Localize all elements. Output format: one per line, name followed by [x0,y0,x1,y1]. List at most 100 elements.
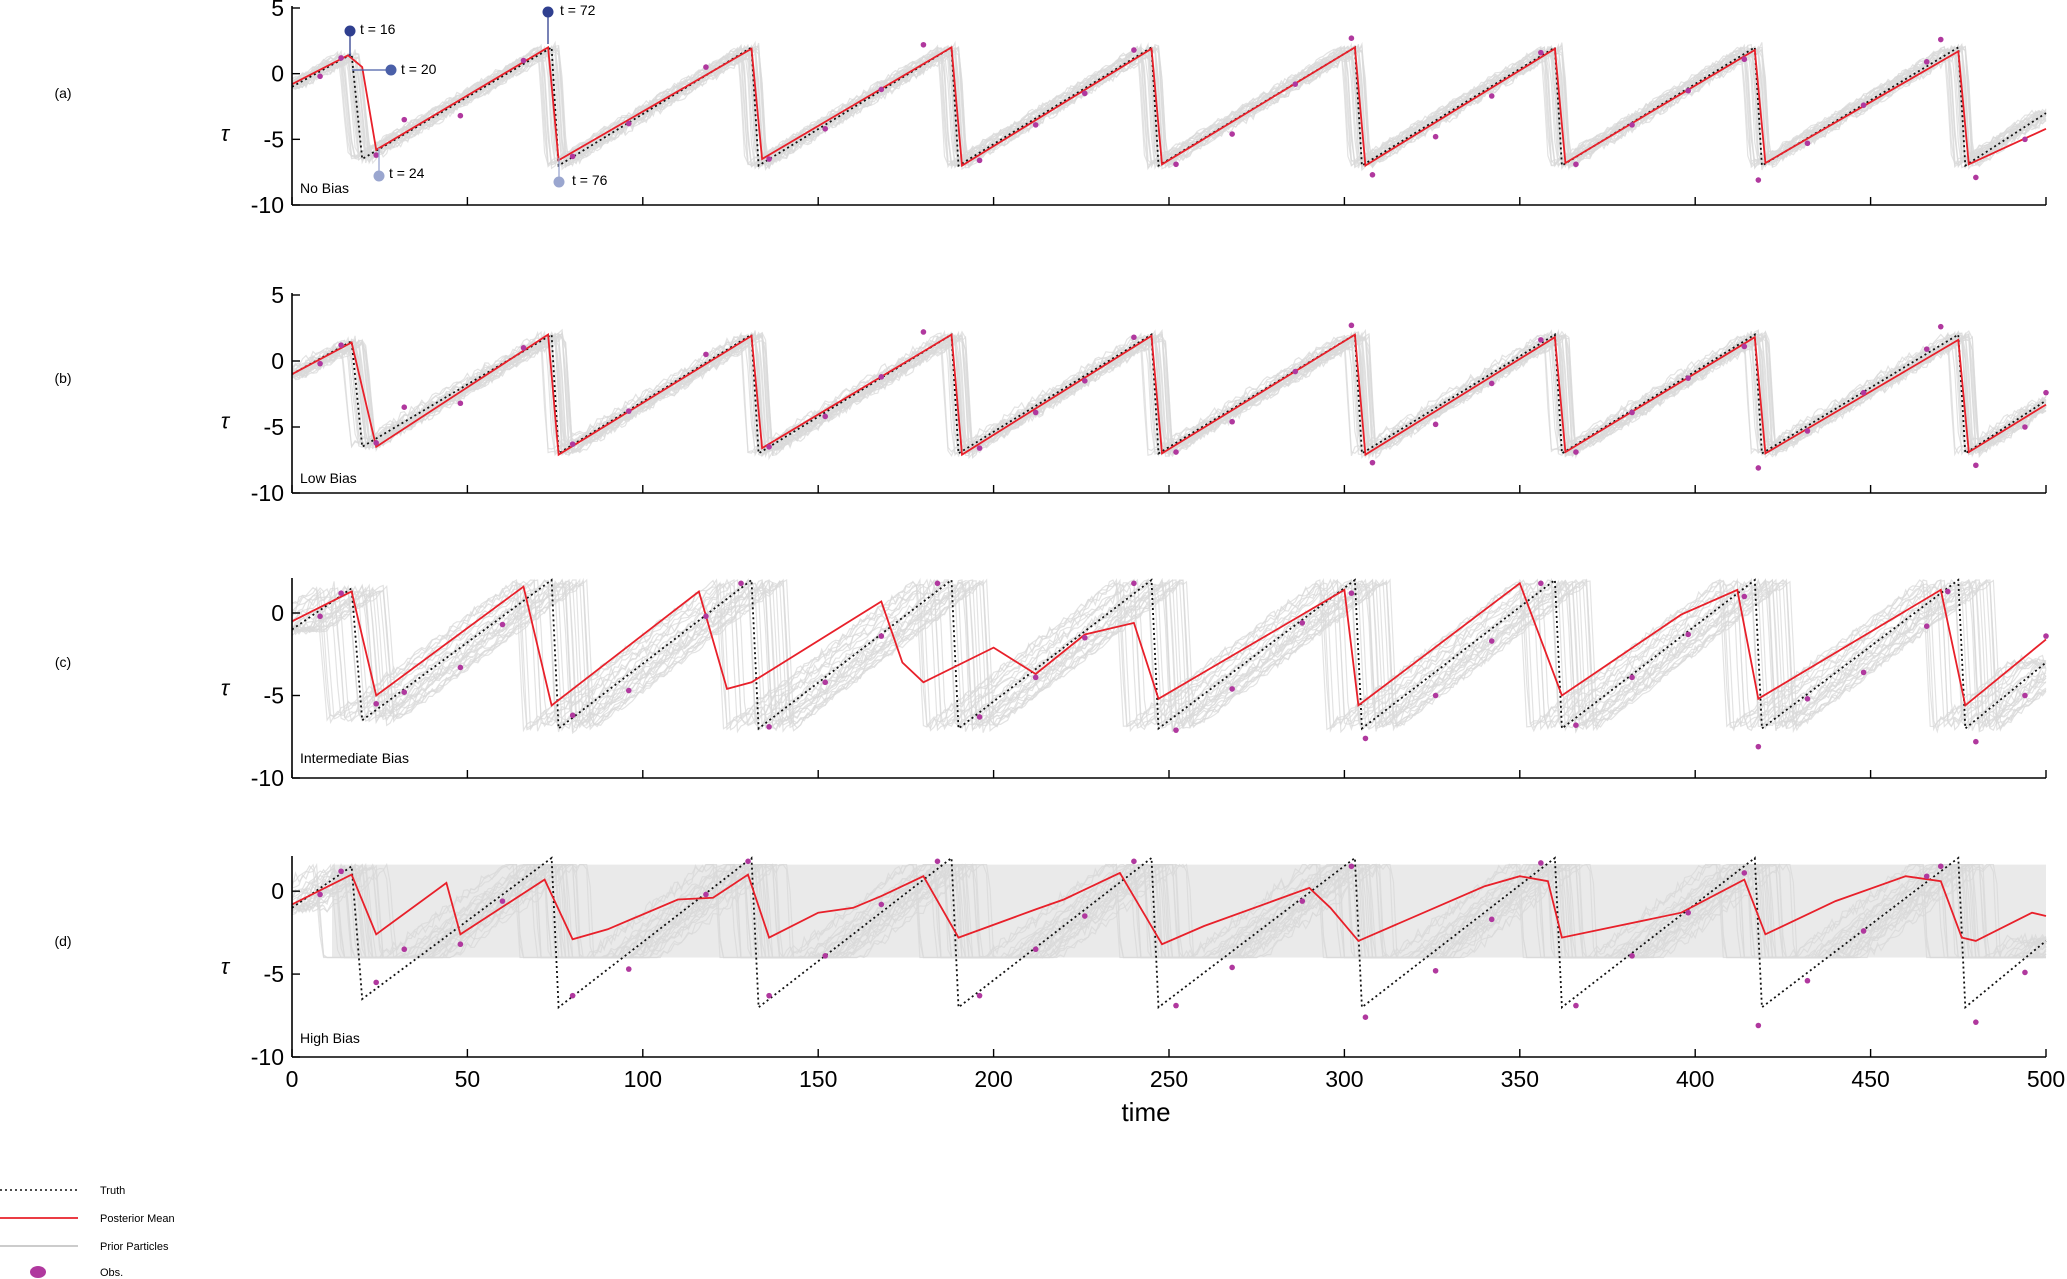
obs-point [920,41,927,48]
obs-point [1860,669,1867,676]
annotation-label: t = 16 [360,21,396,37]
obs-point [1741,56,1748,63]
obs-point [1131,580,1137,587]
obs-point [373,152,379,158]
obs-point [822,679,829,686]
prior-particles [291,40,2047,172]
obs-point [401,404,408,411]
obs-point [1860,928,1867,934]
obs-point [1573,161,1579,168]
prior-particles [291,328,2047,461]
legend-label: Posterior Mean [100,1213,175,1225]
time-annotations: t = 16 t = 20 t = 24 t = 72 t = 76 [344,2,608,188]
obs-point [569,441,576,447]
legend-label: Truth [100,1185,125,1197]
obs-point [1348,863,1355,870]
obs-point [1755,177,1762,183]
y-tick-label: -5 [264,961,284,987]
annotation-label: t = 76 [572,172,608,188]
obs-point [2043,389,2049,396]
obs-point [1173,727,1179,733]
obs-point [703,64,709,70]
x-tick-label: 300 [1325,1066,1363,1092]
obs-point [976,445,983,451]
obs-point [1685,631,1691,638]
prior-particle-line [291,44,2047,167]
obs-point [317,613,323,620]
obs-point [745,858,751,865]
posterior-mean-line [291,871,2047,946]
obs-point [373,979,379,986]
y-axis-label: τ [221,954,231,979]
y-tick-label: 5 [271,282,284,308]
obs-point [1032,674,1039,681]
prior-particles [291,862,2047,960]
obs-point [1538,49,1544,56]
y-tick-label: -10 [251,480,284,506]
obs-point [520,57,527,64]
obs-point [1573,722,1579,728]
obs-point [1432,133,1439,140]
obs-point [2022,424,2028,430]
obs-point [1573,1002,1579,1009]
y-axis-label: τ [221,408,231,433]
legend: Truth Posterior Mean Prior Particles Obs. [0,1185,175,1279]
obs-point [1229,418,1235,425]
panel-label: High Bias [300,1030,360,1046]
obs-point [1937,863,1944,870]
prior-particle-line [291,44,2047,169]
obs-point [1741,870,1748,876]
y-tick-label: -5 [264,126,284,152]
obs-point [1973,1019,1979,1025]
y-tick-label: -5 [264,683,284,709]
prior-particle-line [291,578,2047,734]
x-tick-label: 450 [1851,1066,1889,1092]
obs-point [457,112,464,119]
obs-point [1923,873,1930,880]
annotation-dot [542,6,554,18]
obs-point [1032,122,1039,128]
obs-point [1629,409,1635,416]
obs-point [317,891,323,898]
y-axis-label: τ [221,675,231,700]
obs-point [499,621,506,628]
obs-point [1629,953,1635,959]
annotation-dot [553,176,565,188]
obs-point [2022,136,2028,143]
panel-label: No Bias [300,180,349,196]
obs-point [1973,738,1979,745]
obs-point [1348,590,1355,596]
truth-line [291,333,2047,456]
panel-letter: (b) [54,370,71,386]
panel-b: 5 0 -5 -10 τ Low Bias (b) [54,282,2049,506]
obs-point [457,941,464,948]
obs-point [766,156,772,162]
obs-point [520,345,527,351]
y-tick-label: 0 [271,600,284,626]
truth-line [291,578,2047,731]
obs-point [569,712,576,719]
obs-point [1362,735,1369,742]
obs-point [1804,977,1811,984]
obs-point [1082,634,1088,641]
y-tick-label: -10 [251,765,284,791]
obs-point [317,73,323,80]
obs-point [401,116,408,123]
truth-line [291,45,2047,168]
obs-point [878,901,885,908]
prior-particle-line [291,577,2047,735]
obs-point [1741,593,1748,600]
obs-point [1369,459,1376,466]
obs-point [976,992,983,999]
obs-point [338,590,344,596]
obs-point [1082,90,1088,97]
legend-label: Obs. [100,1267,123,1279]
x-tick-label: 200 [974,1066,1012,1092]
obs-point [1488,380,1495,387]
obs-point [1685,909,1691,916]
prior-particle-line [291,333,2047,457]
obs-point [457,664,464,671]
x-tick-label: 500 [2027,1066,2065,1092]
obs-point [1032,946,1039,953]
